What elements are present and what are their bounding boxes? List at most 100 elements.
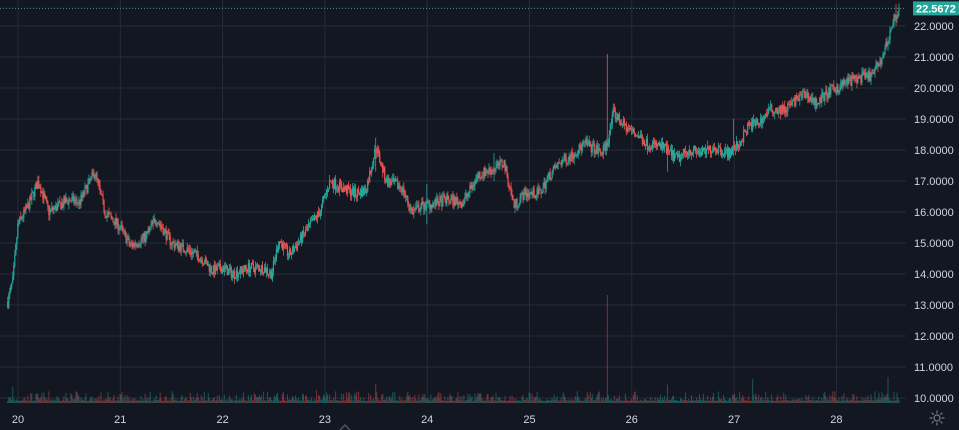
candle-body: [34, 187, 36, 197]
volume-bar: [270, 399, 272, 403]
volume-bar: [241, 399, 243, 403]
candle-body: [266, 268, 269, 274]
candle-body: [120, 224, 122, 228]
candle-body: [217, 265, 219, 267]
candle-body: [871, 72, 873, 75]
candle-body: [758, 122, 760, 125]
candle-body: [433, 203, 435, 204]
volume-bar: [204, 400, 206, 403]
volume-bar: [504, 395, 506, 403]
volume-bar: [710, 397, 712, 403]
volume-bar: [303, 394, 305, 403]
candle-body: [653, 141, 656, 144]
volume-bar: [859, 400, 861, 403]
time-tick-label: 21: [114, 414, 126, 426]
candle-body: [119, 227, 121, 229]
volume-bar: [430, 394, 432, 403]
volume-bar: [675, 399, 677, 403]
candle-body: [146, 231, 148, 234]
candle-body: [694, 146, 697, 152]
settings-button[interactable]: [924, 408, 950, 428]
candle-body: [330, 180, 333, 182]
volume-bar: [214, 400, 216, 403]
candle-body: [408, 203, 410, 206]
volume-bar: [285, 400, 287, 403]
candle-body: [575, 155, 577, 157]
candle-body: [496, 164, 498, 167]
candle-body: [54, 205, 56, 209]
candle-body: [359, 192, 361, 196]
volume-bar: [116, 400, 118, 403]
candle-body: [752, 119, 754, 130]
volume-bar: [76, 391, 78, 403]
time-axis[interactable]: 20 21 22 23 24 25 26 27 28: [12, 414, 843, 426]
candle-body: [213, 265, 215, 275]
volume-bar: [632, 394, 634, 403]
volume-bar: [576, 391, 578, 403]
volume-bar: [745, 400, 747, 403]
volume-bar: [807, 397, 809, 403]
volume-bar: [191, 400, 193, 403]
volume-bar: [534, 397, 536, 403]
volume-bar: [75, 391, 77, 403]
candle-body: [109, 213, 111, 214]
candle-body: [97, 178, 99, 182]
candle-body: [350, 188, 352, 196]
candle-body: [111, 216, 113, 220]
candle-body: [174, 244, 176, 248]
candle-body: [488, 167, 490, 173]
volume-bar: [183, 399, 185, 403]
volume-bar: [556, 395, 558, 403]
volume-bar: [356, 391, 358, 403]
volume-bar: [495, 392, 497, 403]
candle-body: [237, 273, 239, 278]
candle-body: [204, 258, 206, 264]
volume-bar: [761, 396, 763, 403]
volume-bar: [809, 400, 811, 403]
candle-body: [258, 266, 261, 271]
candle-body: [321, 200, 324, 205]
candle-body: [39, 185, 41, 188]
candle-body: [55, 205, 57, 211]
candle-body: [155, 223, 157, 224]
volume-bar: [884, 397, 886, 403]
volume-bar: [396, 399, 398, 403]
candle-body: [391, 180, 393, 186]
volume-bar: [170, 397, 172, 403]
candle-body: [615, 117, 617, 119]
volume-bar: [200, 395, 202, 403]
volume-bar: [625, 399, 627, 403]
candle-body: [200, 258, 202, 260]
volume-bar: [346, 392, 348, 403]
candle-body: [873, 72, 875, 74]
volume-bar: [529, 392, 531, 403]
volume-bar: [819, 400, 821, 403]
volume-bar: [237, 400, 239, 403]
volume-bar: [858, 399, 860, 403]
candle-body: [581, 144, 583, 152]
volume-bar: [611, 400, 613, 403]
volume-bar: [359, 400, 361, 403]
volume-bar: [366, 400, 368, 403]
candle-body: [437, 197, 439, 204]
volume-bar: [455, 398, 457, 403]
candle-body: [371, 168, 373, 173]
volume-bar: [678, 400, 680, 403]
volume-bar: [814, 399, 816, 403]
candle-body: [133, 243, 135, 247]
price-tick-label: 19.0000: [914, 114, 954, 126]
candle-body: [695, 151, 698, 153]
candle-body: [591, 144, 593, 153]
candle-body: [454, 197, 456, 206]
volume-bar: [222, 400, 224, 403]
volume-bar: [371, 399, 373, 403]
volume-bar: [614, 400, 616, 403]
volume-bar: [242, 392, 244, 403]
candle-body: [326, 190, 329, 192]
chevron-up-icon[interactable]: [339, 423, 351, 430]
volume-bar: [790, 400, 792, 403]
price-axis[interactable]: 10.000011.000012.000013.000014.000015.00…: [914, 21, 954, 405]
volume-bar: [760, 397, 762, 403]
